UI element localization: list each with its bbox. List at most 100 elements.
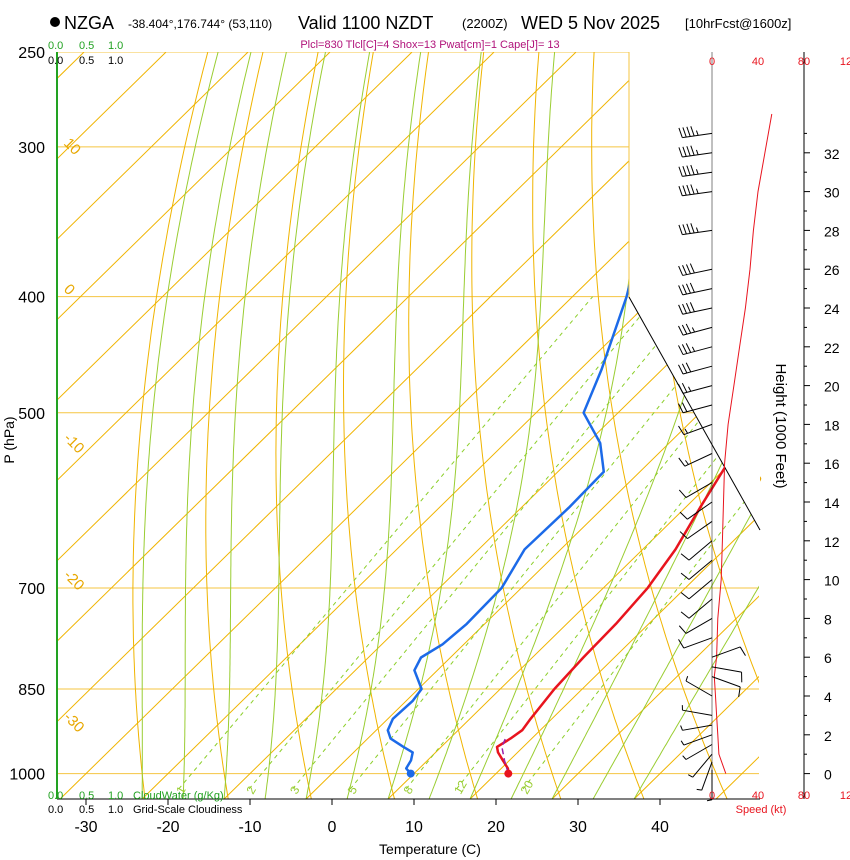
wind-barb-shaft bbox=[682, 365, 713, 375]
wind-barb-flag bbox=[682, 166, 687, 176]
height-tick-label: 26 bbox=[824, 262, 840, 278]
wind-barb-flag bbox=[739, 646, 746, 656]
wind-barb-half-flag bbox=[680, 740, 685, 746]
wind-barb-half-flag bbox=[680, 725, 683, 731]
wind-barb bbox=[678, 402, 713, 414]
wind-barb-flag bbox=[690, 164, 695, 175]
isotherm-line bbox=[141, 193, 759, 799]
wind-barb-half-flag bbox=[695, 169, 699, 175]
isotherm-line bbox=[305, 354, 759, 799]
wind-barb bbox=[678, 423, 713, 436]
speed-tick: 40 bbox=[752, 56, 764, 68]
isotherm-label: -10 bbox=[60, 430, 87, 457]
speed-tick: 12 bbox=[840, 56, 850, 68]
wind-barb-shaft bbox=[682, 152, 713, 158]
wind-barb-flag bbox=[678, 384, 684, 394]
wind-barb-flag bbox=[678, 345, 684, 355]
wind-barb-flag bbox=[689, 263, 695, 274]
mixing-ratio-line bbox=[405, 344, 759, 790]
speed-tick: 0 bbox=[709, 790, 715, 802]
pressure-tick-label: 250 bbox=[18, 45, 45, 62]
moist-adiabat-line bbox=[346, 52, 422, 799]
moist-adiabat-line bbox=[305, 52, 371, 799]
wind-barb-shaft bbox=[688, 598, 713, 619]
wind-barb-flag bbox=[681, 344, 688, 354]
wind-barb bbox=[678, 302, 713, 315]
wind-barb bbox=[678, 223, 713, 236]
isotherm-line bbox=[469, 515, 759, 799]
wind-barb bbox=[678, 382, 713, 394]
dry-adiabat-line bbox=[205, 52, 264, 799]
wind-barb-shaft bbox=[683, 423, 713, 436]
wind-barb bbox=[696, 761, 713, 791]
wind-barb-half-flag bbox=[688, 774, 693, 778]
wind-barb-flag bbox=[680, 611, 690, 619]
isotherm-line bbox=[387, 434, 759, 799]
isotherm-line bbox=[57, 52, 495, 482]
moist-adiabat-line bbox=[223, 52, 287, 799]
forecast-label: [10hrFcst@1600z] bbox=[685, 16, 791, 31]
wind-barb-flag bbox=[682, 146, 687, 157]
temperature-tick-label: -30 bbox=[74, 819, 97, 836]
wind-barb-shaft bbox=[688, 559, 713, 580]
wind-barb-shaft bbox=[682, 404, 713, 414]
wind-barb-flag bbox=[680, 572, 690, 580]
wind-barb-shaft bbox=[682, 307, 713, 315]
wind-barb bbox=[678, 323, 713, 336]
wind-barb-flag bbox=[686, 165, 691, 176]
wind-barb-shaft bbox=[687, 520, 713, 540]
wind-barb-flag bbox=[685, 362, 692, 373]
wind-barb-half-flag bbox=[696, 788, 702, 791]
wind-barb-shaft bbox=[682, 268, 713, 276]
wind-barb-shaft bbox=[683, 734, 713, 746]
isotherm-line bbox=[57, 52, 741, 723]
cloudiness-label: Grid-Scale Cloudiness bbox=[133, 804, 243, 816]
utc-time: (2200Z) bbox=[462, 16, 508, 31]
wind-barb bbox=[681, 705, 713, 716]
mixing-ratio-line bbox=[349, 296, 749, 790]
mixing-ratio-line bbox=[248, 296, 657, 790]
cloud-water-tick: 0.0 bbox=[48, 790, 63, 802]
height-tick-label: 4 bbox=[824, 689, 832, 705]
wind-barb bbox=[680, 559, 713, 580]
tropopause-edge-line bbox=[628, 296, 761, 531]
cloud-water-tick: 0.5 bbox=[79, 790, 94, 802]
wind-barb-flag bbox=[678, 166, 683, 177]
wind-barb bbox=[685, 676, 713, 697]
wind-barb-flag bbox=[685, 283, 691, 294]
isotherm-label: 0 bbox=[60, 281, 78, 299]
wind-barb-flag bbox=[686, 146, 691, 157]
wind-barb-flag bbox=[679, 531, 688, 539]
height-tick-label: 24 bbox=[824, 301, 840, 317]
isotherm-line bbox=[551, 595, 759, 799]
cloudiness-tick: 1.0 bbox=[108, 55, 123, 67]
wind-barb bbox=[706, 769, 713, 802]
pressure-tick-label: 1000 bbox=[9, 767, 45, 784]
wind-barb-flag bbox=[678, 147, 683, 158]
wind-barb bbox=[678, 126, 713, 139]
wind-barb bbox=[678, 184, 713, 197]
temperature-tick-label: -20 bbox=[156, 819, 179, 836]
wind-barb-shaft bbox=[711, 666, 742, 673]
wind-barb bbox=[680, 579, 713, 600]
temperature-tick-label: 40 bbox=[651, 819, 669, 836]
wind-barb-half-flag bbox=[684, 428, 688, 434]
cloudiness-tick: 0.0 bbox=[48, 804, 63, 816]
wind-barb-shaft bbox=[682, 326, 713, 336]
cloud-water-scale-top: 0.0 0.5 1.0 0.0 0.5 1.0 bbox=[48, 40, 123, 67]
wind-barb-shaft bbox=[682, 229, 713, 236]
wind-barb-flag bbox=[690, 145, 695, 156]
isotherm-line bbox=[57, 52, 659, 642]
wind-barb-flag bbox=[682, 303, 688, 314]
parcel-line bbox=[501, 738, 510, 774]
mixing-ratio-label: 12 bbox=[451, 778, 470, 797]
height-tick-label: 10 bbox=[824, 573, 840, 589]
speed-scale-top: 0 40 80 12 bbox=[709, 56, 850, 68]
chart-frame bbox=[56, 52, 761, 800]
y-axis-title: P (hPa) bbox=[1, 416, 17, 463]
pressure-tick-label: 850 bbox=[18, 682, 45, 699]
height-tick-label: 12 bbox=[824, 534, 840, 550]
temperature-tick-label: -10 bbox=[238, 819, 261, 836]
height-tick-label: 0 bbox=[824, 767, 832, 783]
wind-barb-shaft bbox=[692, 753, 713, 778]
